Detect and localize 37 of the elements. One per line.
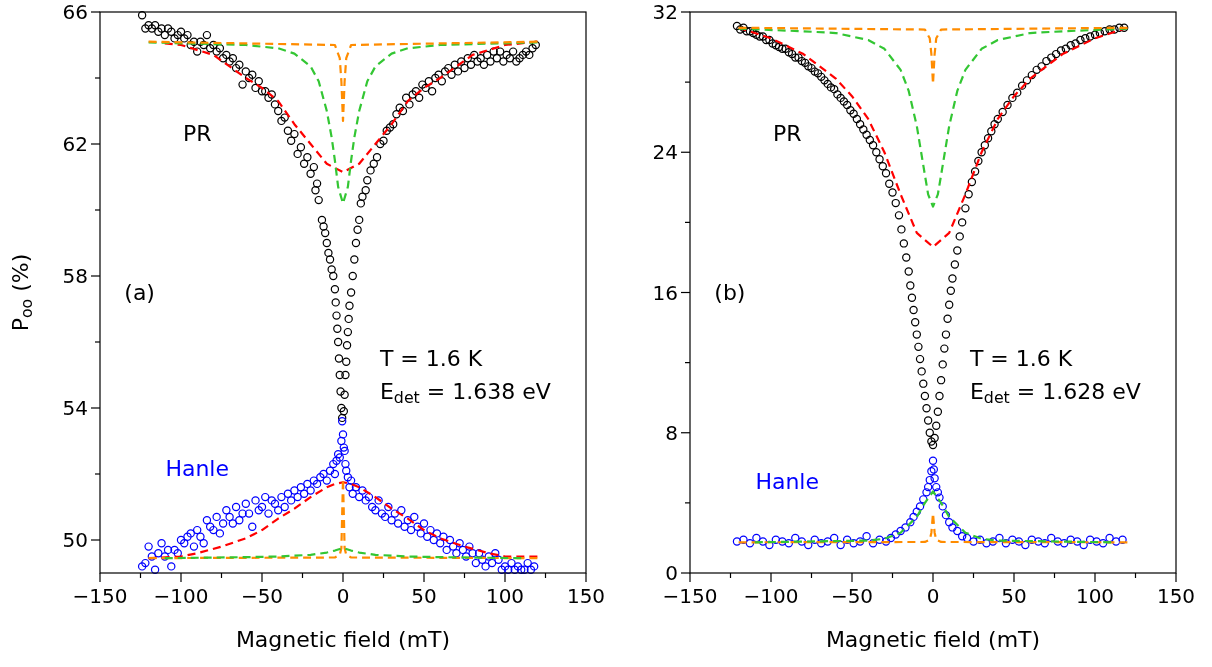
y-tick-label: 62 bbox=[62, 132, 88, 156]
x-tick-label: −100 bbox=[743, 584, 799, 608]
series-label: Hanle bbox=[165, 456, 230, 482]
y-tick-label: 66 bbox=[62, 0, 88, 24]
annotation: E$_{det}$ = 1.628 eV bbox=[969, 379, 1141, 408]
series-label: Hanle bbox=[755, 469, 820, 495]
x-tick-label: 50 bbox=[1001, 584, 1027, 608]
x-tick-label: −150 bbox=[72, 584, 128, 608]
annotation: E$_{det}$ = 1.638 eV bbox=[379, 379, 551, 408]
x-tick-label: −50 bbox=[830, 584, 874, 608]
x-tick-label: 150 bbox=[1156, 584, 1196, 608]
x-tick-label: −150 bbox=[662, 584, 718, 608]
y-tick-label: 24 bbox=[652, 140, 678, 165]
y-tick-label: 58 bbox=[62, 264, 88, 288]
x-tick-label: 0 bbox=[336, 584, 350, 608]
x-tick-label: 100 bbox=[1075, 584, 1115, 608]
x-tick-label: 100 bbox=[485, 584, 525, 608]
x-axis-title: Magnetic field (mT) bbox=[235, 627, 451, 652]
annotation: (a) bbox=[124, 280, 155, 306]
x-tick-label: 150 bbox=[566, 584, 606, 608]
x-tick-label: −100 bbox=[153, 584, 209, 608]
y-tick-label: 16 bbox=[652, 280, 678, 305]
annotation: T = 1.6 K bbox=[968, 345, 1073, 371]
series-label: PR bbox=[772, 121, 802, 147]
y-tick-label: 50 bbox=[62, 528, 88, 552]
y-tick-label: 54 bbox=[62, 396, 88, 420]
y-tick-label: 8 bbox=[665, 420, 678, 445]
x-tick-label: 0 bbox=[926, 584, 940, 608]
y-tick-label: 32 bbox=[652, 0, 678, 24]
annotation: (b) bbox=[714, 280, 746, 306]
y-tick-label: 0 bbox=[665, 561, 678, 585]
line-series bbox=[147, 40, 539, 122]
annotation: T = 1.6 K bbox=[378, 345, 483, 371]
x-tick-label: 50 bbox=[411, 584, 437, 608]
x-axis-title: Magnetic field (mT) bbox=[825, 627, 1041, 652]
x-tick-label: −50 bbox=[240, 584, 284, 608]
text: PR bbox=[182, 120, 212, 146]
